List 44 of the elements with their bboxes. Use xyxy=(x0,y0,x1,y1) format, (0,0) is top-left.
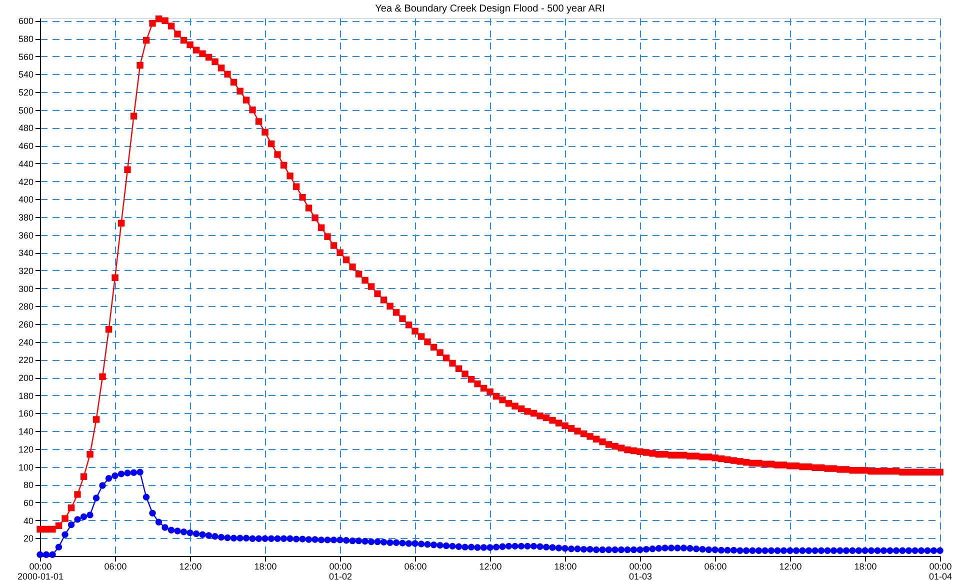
y-tick-label: 140 xyxy=(18,426,34,437)
x-tick-label: 00:00 01-03 xyxy=(628,562,652,581)
y-tick-label: 520 xyxy=(18,88,34,98)
y-tick-label: 500 xyxy=(18,105,34,116)
chart-title: Yea & Boundary Creek Design Flood - 500 year ARI xyxy=(375,4,605,15)
x-tick-label: 18:00 xyxy=(854,562,877,572)
x-tick-label: 18:00 xyxy=(554,562,577,572)
y-tick-label: 40 xyxy=(23,516,34,526)
y-tick-label: 320 xyxy=(18,266,34,276)
y-tick-label: 540 xyxy=(18,70,34,80)
y-tick-label: 120 xyxy=(18,444,34,454)
x-tick-label: 12:00 xyxy=(479,562,502,572)
y-tick-label: 360 xyxy=(18,230,34,240)
y-tick-label: 20 xyxy=(23,534,34,544)
x-tick-label: 06:00 xyxy=(104,562,127,572)
x-tick-label: 00:00 01-04 xyxy=(928,562,952,581)
x-tick-label: 00:00 01-02 xyxy=(328,562,352,581)
y-tick-label: 200 xyxy=(18,373,34,384)
y-tick-label: 480 xyxy=(18,123,34,134)
y-tick-label: 240 xyxy=(18,337,34,348)
y-tick-label: 100 xyxy=(18,462,34,472)
y-tick-label: 460 xyxy=(18,141,34,152)
y-tick-label: 600 xyxy=(18,16,34,26)
x-tick-label: 18:00 xyxy=(254,562,277,572)
x-tick-label: 00:00 2000-01-01 xyxy=(17,562,64,581)
y-tick-label: 560 xyxy=(18,52,34,62)
y-tick-label: 180 xyxy=(18,390,34,401)
x-tick-label: 12:00 xyxy=(779,562,802,572)
y-tick-label: 80 xyxy=(23,480,34,490)
y-tick-label: 420 xyxy=(18,176,34,187)
y-tick-label: 400 xyxy=(18,194,34,205)
y-tick-label: 260 xyxy=(18,320,34,330)
y-tick-label: 300 xyxy=(18,284,34,294)
y-tick-label: 280 xyxy=(18,302,34,312)
y-tick-label: 220 xyxy=(18,355,34,366)
x-tick-label: 12:00 xyxy=(179,562,202,572)
x-tick-label: 06:00 xyxy=(404,562,427,572)
y-tick-label: 440 xyxy=(18,158,34,169)
y-tick-label: 380 xyxy=(18,212,34,222)
y-tick-label: 160 xyxy=(18,408,34,419)
x-tick-label: 06:00 xyxy=(704,562,727,572)
y-tick-label: 60 xyxy=(23,498,34,508)
y-tick-label: 580 xyxy=(18,34,34,44)
y-tick-label: 340 xyxy=(18,248,34,258)
